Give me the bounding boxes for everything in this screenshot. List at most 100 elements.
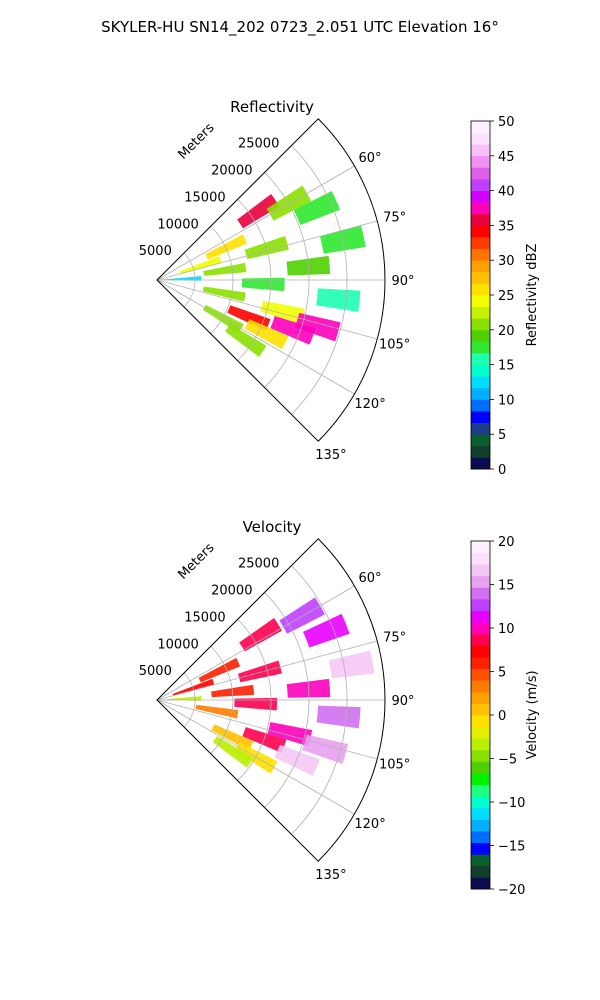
- colorbar-swatch: [471, 773, 490, 785]
- colorbar-swatch: [471, 633, 490, 646]
- colorbar-swatch: [471, 364, 490, 377]
- colorbar-swatch: [471, 726, 490, 739]
- data-cell: [241, 277, 285, 292]
- colorbar-swatch: [471, 761, 490, 774]
- range-tick-label: 10000: [157, 637, 198, 652]
- velocity-colorbar-label: Velocity (m/s): [525, 670, 540, 759]
- colorbar-swatch: [471, 329, 490, 342]
- colorbar-tick-label: −10: [498, 796, 525, 811]
- data-cell: [234, 742, 278, 774]
- data-cell: [202, 304, 244, 333]
- colorbar-tick-label: 15: [498, 579, 515, 594]
- azimuth-spoke: [156, 640, 378, 701]
- azimuth-spoke: [156, 585, 355, 701]
- data-cell: [266, 185, 312, 221]
- data-cell: [203, 262, 247, 276]
- colorbar-tick-label: 0: [498, 709, 506, 724]
- data-cell: [198, 657, 241, 683]
- colorbar-swatch: [471, 854, 490, 867]
- colorbar-tick-label: 35: [498, 219, 515, 234]
- polar-grid: [156, 565, 385, 835]
- azimuth-tick-label: 105°: [379, 758, 410, 773]
- azimuth-tick-label: 75°: [383, 630, 406, 645]
- colorbar-swatch: [471, 248, 490, 261]
- reflectivity-colorbar: 0 5 10 15 20 25 30 35 40 45 50: [470, 115, 515, 478]
- azimuth-tick-label: 90°: [391, 694, 414, 709]
- data-cell: [224, 323, 267, 357]
- colorbar-swatch: [471, 877, 490, 890]
- velocity-colorbar: −20 −15 −10 −5 0 5 10 15 20: [470, 535, 525, 898]
- colorbar-swatch: [471, 271, 490, 284]
- colorbar-swatch: [471, 422, 490, 435]
- colorbar-tick-label: 40: [498, 185, 515, 200]
- colorbar-swatch: [471, 376, 490, 389]
- azimuth-spoke: [156, 699, 355, 815]
- colorbar-swatch: [471, 237, 490, 249]
- colorbar-tick-label: 20: [498, 535, 515, 550]
- data-cell: [316, 705, 361, 729]
- colorbar-swatch: [471, 399, 490, 412]
- sector-frame: [156, 538, 386, 862]
- data-cells: [158, 597, 375, 776]
- data-cell: [179, 256, 222, 274]
- colorbar-swatch: [471, 575, 490, 588]
- velocity-title: Velocity: [243, 518, 302, 536]
- colorbar-tick-label: 25: [498, 289, 515, 304]
- data-cell: [242, 727, 287, 753]
- colorbar-swatch: [471, 202, 490, 215]
- azimuth-tick-label: 120°: [354, 397, 385, 412]
- azimuth-tick-label: 75°: [383, 210, 406, 225]
- colorbar-swatch: [471, 411, 490, 423]
- azimuth-spoke: [156, 220, 378, 281]
- colorbar-tick-label: 10: [498, 393, 515, 408]
- data-cell: [237, 660, 282, 683]
- colorbar-swatch: [471, 318, 490, 331]
- reflectivity-colorbar-label: Reflectivity dBZ: [525, 244, 540, 347]
- colorbar-tick-label: 5: [498, 666, 506, 681]
- colorbar-tick-label: −5: [498, 753, 517, 768]
- data-cell: [195, 704, 239, 719]
- azimuth-spoke: [156, 279, 378, 340]
- colorbar-swatch: [471, 668, 490, 681]
- colorbar-swatch: [471, 213, 490, 226]
- colorbar-swatch: [471, 341, 490, 354]
- colorbar-swatch: [471, 144, 490, 157]
- colorbar-tick-label: 50: [498, 115, 515, 130]
- azimuth-tick-label: 60°: [359, 151, 382, 166]
- colorbar-swatch: [471, 283, 490, 296]
- azimuth-spoke: [156, 279, 355, 395]
- azimuth-tick-label: 120°: [354, 817, 385, 832]
- colorbar-swatch: [471, 387, 490, 400]
- colorbar-swatch: [471, 865, 490, 878]
- colorbar-swatch: [471, 295, 490, 307]
- colorbar-swatch: [471, 657, 490, 669]
- range-tick-label: 25000: [238, 557, 279, 572]
- colorbar-swatch: [471, 167, 490, 180]
- reflectivity-sector: 5000 10000 15000 20000 25000 Meters 60° 75° 90° 1…: [139, 118, 415, 463]
- colorbar-swatch: [471, 819, 490, 832]
- polar-grid: [156, 145, 385, 415]
- colorbar-tick-label: 30: [498, 254, 515, 269]
- radial-axis-label: Meters: [175, 120, 217, 162]
- colorbar-swatch: [471, 715, 490, 727]
- colorbar-swatch: [471, 457, 490, 470]
- range-tick-label: 10000: [157, 217, 198, 232]
- data-cell: [205, 234, 248, 260]
- colorbar-swatch: [471, 842, 490, 855]
- range-tick-label: 5000: [139, 664, 172, 679]
- colorbar-swatch: [471, 552, 490, 565]
- colorbar-tick-label: 45: [498, 150, 515, 165]
- colorbar-tick-label: 5: [498, 428, 506, 443]
- colorbar-swatch: [471, 610, 490, 623]
- colorbar-swatch: [471, 190, 490, 203]
- data-cell: [267, 722, 313, 747]
- colorbar-swatch: [471, 599, 490, 611]
- data-cell: [316, 288, 361, 312]
- velocity-sector: 5000 10000 15000 20000 25000 Meters 60° 75° 90° 1…: [139, 538, 415, 883]
- radial-axis-label: Meters: [175, 540, 217, 582]
- figure-suptitle: SKYLER-HU SN14_202 0723_2.051 UTC Elevat…: [101, 18, 499, 37]
- colorbar-tick-label: 0: [498, 463, 506, 478]
- colorbar-swatch: [471, 121, 490, 133]
- reflectivity-panel: Reflectivity 5000 10000 15000 20000 25000 Met…: [139, 98, 540, 478]
- colorbar-swatch: [471, 691, 490, 704]
